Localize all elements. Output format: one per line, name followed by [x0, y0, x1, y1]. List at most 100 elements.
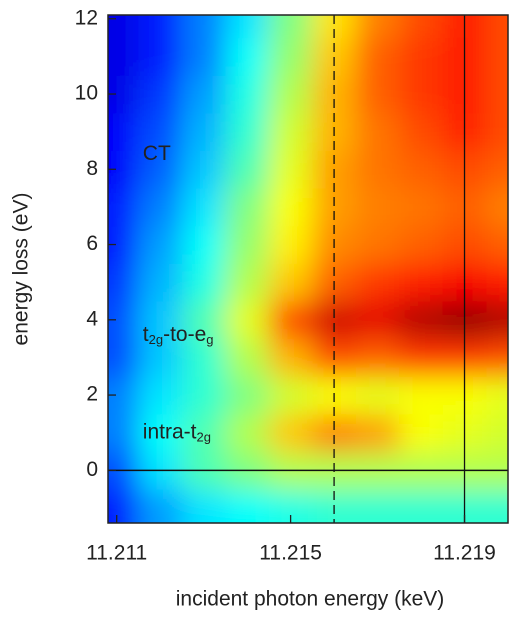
heat-cell [268, 300, 313, 340]
heat-cell [399, 112, 444, 151]
heat-cell [225, 300, 270, 340]
y-tick-label: 10 [75, 82, 98, 105]
heat-cell [355, 263, 400, 302]
heat-cell [399, 338, 444, 377]
heat-cell [225, 188, 270, 227]
annotation: CT [143, 142, 171, 165]
y-tick-label: 6 [86, 232, 98, 255]
heat-cell [268, 112, 313, 151]
heat-cell [268, 225, 313, 264]
heat-cell [486, 413, 508, 453]
heat-cell [486, 37, 508, 76]
heat-cell [399, 413, 444, 453]
heat-cell [399, 75, 444, 114]
y-tick-label: 8 [86, 157, 98, 180]
heat-cell [138, 75, 183, 114]
heat-cell [486, 489, 508, 523]
heat-cell [268, 263, 313, 302]
heat-cell [486, 112, 508, 151]
heat-cell [399, 489, 444, 523]
heat-cell [355, 15, 400, 39]
heat-cell [225, 37, 270, 76]
heat-cell [108, 15, 139, 39]
x-tick-label: 11.211 [86, 542, 147, 565]
heat-cell [399, 225, 444, 264]
y-tick-label: 4 [86, 307, 98, 330]
annotation: intra-t2g [143, 420, 211, 445]
heat-cell [355, 376, 400, 415]
heat-cell [138, 37, 183, 76]
heat-cell [355, 188, 400, 227]
heat-cell [399, 37, 444, 76]
heat-cell [108, 263, 139, 302]
heat-cell [181, 75, 226, 114]
heat-cell [181, 225, 226, 264]
heat-cell [268, 188, 313, 227]
heat-cell [108, 37, 139, 76]
heat-cell [225, 376, 270, 415]
heat-cell [355, 338, 400, 377]
heat-cell [181, 300, 226, 340]
heat-cell [355, 489, 400, 523]
annotation-text: intra-t [143, 420, 197, 443]
heat-cell [355, 75, 400, 114]
heat-cell [399, 150, 444, 189]
heat-cell [225, 150, 270, 189]
annotation-subscript: 2g [149, 332, 163, 347]
heat-cell [312, 188, 357, 227]
heat-cell [225, 15, 270, 39]
annotation-text: -to-e [163, 322, 206, 345]
heat-cell [181, 376, 226, 415]
heat-cell [108, 338, 139, 377]
heat-cell [486, 263, 508, 302]
x-tick-label: 11.219 [433, 542, 496, 565]
heat-cell [486, 75, 508, 114]
heat-cell [486, 225, 508, 264]
heat-cell [181, 150, 226, 189]
heat-cell [138, 263, 183, 302]
x-tick-label: 11.215 [259, 542, 322, 565]
heat-cell [268, 413, 313, 453]
heat-cell [181, 413, 226, 453]
heat-cell [268, 75, 313, 114]
heat-cell [312, 413, 357, 453]
heat-cell [486, 150, 508, 189]
heat-cell [138, 15, 183, 39]
heat-cell [355, 300, 400, 340]
heat-cell [225, 112, 270, 151]
heat-cell [312, 300, 357, 340]
heat-cell [181, 489, 226, 523]
heat-cell [399, 188, 444, 227]
heat-cell [181, 15, 226, 39]
heat-cell [181, 112, 226, 151]
heat-cell [138, 112, 183, 151]
heat-cell [181, 37, 226, 76]
heat-cell [268, 150, 313, 189]
heat-cell [399, 263, 444, 302]
heat-cell [138, 300, 183, 340]
annotation-subscript: g [206, 332, 213, 347]
heat-cell [486, 15, 508, 39]
heat-cell [268, 15, 313, 39]
heat-cell [225, 263, 270, 302]
heat-cell [486, 376, 508, 415]
heat-cell [268, 376, 313, 415]
heat-cell [225, 225, 270, 264]
heat-cell [108, 188, 139, 227]
heat-cell [355, 150, 400, 189]
heat-cell [355, 413, 400, 453]
heat-cell [225, 489, 270, 523]
heat-cell [108, 112, 139, 151]
heat-cell [486, 188, 508, 227]
heat-cell [268, 37, 313, 76]
annotation-subscript: 2g [196, 430, 210, 445]
heat-cell [138, 188, 183, 227]
heat-cell [355, 225, 400, 264]
heat-cell [138, 489, 183, 523]
heat-cell [355, 37, 400, 76]
heatmap [108, 15, 508, 523]
heat-cell [225, 338, 270, 377]
heat-cell [108, 489, 139, 523]
